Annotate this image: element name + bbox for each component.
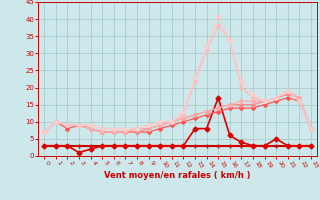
X-axis label: Vent moyen/en rafales ( km/h ): Vent moyen/en rafales ( km/h ) (104, 171, 251, 180)
